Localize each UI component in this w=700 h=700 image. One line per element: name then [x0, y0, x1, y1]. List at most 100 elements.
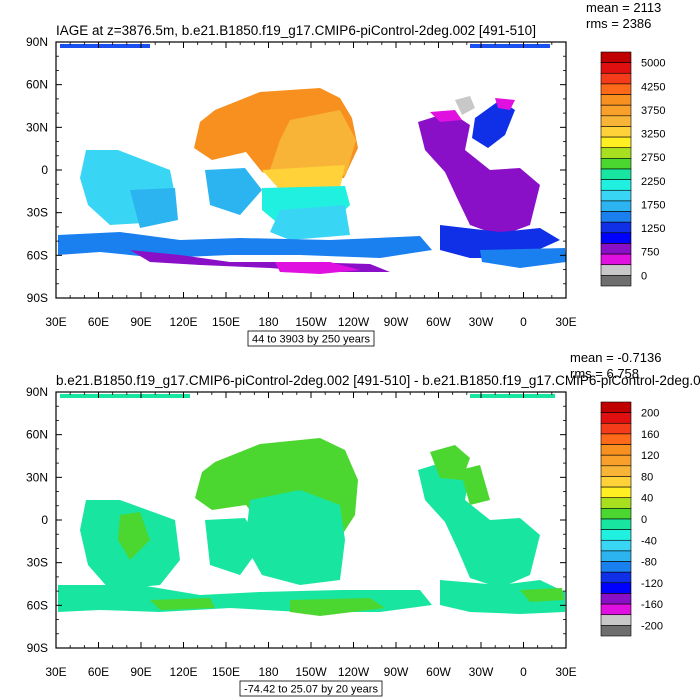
- colorbar-swatch: [600, 444, 632, 456]
- x-tick-label: 30E: [555, 315, 576, 329]
- colorbar-swatch: [600, 625, 632, 637]
- colorbar-label: 3250: [641, 129, 665, 141]
- colorbar-swatch: [600, 115, 632, 127]
- x-tick-label: 30E: [555, 665, 576, 679]
- colorbar-label: 2750: [641, 152, 665, 164]
- panel-2-x-axis: 30E 60E 90E 120E 150E 180 150W 120W 90W 60W 30W 0 30…: [45, 392, 577, 679]
- field-patch: [470, 394, 555, 398]
- x-tick-label: 60W: [426, 315, 451, 329]
- field-patch: [480, 248, 566, 268]
- field-patch: [262, 165, 345, 190]
- field-patch: [205, 518, 262, 575]
- y-tick-label: 30S: [27, 556, 48, 570]
- colorbar-swatch: [600, 614, 632, 626]
- colorbar-swatch: [600, 433, 632, 445]
- x-tick-label: 0: [520, 665, 527, 679]
- colorbar-swatch: [600, 582, 632, 594]
- colorbar-label: -80: [641, 557, 657, 569]
- colorbar-swatch: [600, 243, 632, 255]
- field-patch: [440, 580, 565, 614]
- colorbar-swatch: [600, 94, 632, 106]
- x-tick-label: 60E: [88, 665, 109, 679]
- field-patch: [205, 168, 262, 215]
- x-tick-label: 30W: [469, 315, 494, 329]
- field-patch: [290, 598, 385, 616]
- panel-1-y-axis: 90N 60N 30N 0 30S 60S 90S: [26, 35, 566, 305]
- colorbar-label: 1750: [641, 199, 665, 211]
- panel-2-mean: mean = -0.7136: [570, 350, 661, 365]
- field-patch: [472, 100, 515, 148]
- colorbar-swatch: [600, 158, 632, 170]
- colorbar-swatch: [600, 136, 632, 149]
- panel-2-range-label: -74.42 to 25.07 by 20 years: [244, 684, 378, 696]
- x-tick-label: 30W: [469, 665, 494, 679]
- field-patch: [520, 588, 564, 602]
- colorbar-swatch: [600, 62, 632, 74]
- x-tick-label: 180: [258, 665, 278, 679]
- colorbar-label: 2250: [641, 176, 665, 188]
- colorbar-swatch: [600, 232, 632, 244]
- field-patch: [58, 232, 432, 258]
- colorbar-swatch: [600, 264, 632, 276]
- y-tick-label: 60S: [27, 248, 48, 262]
- panel-1-title: IAGE at z=3876.5m, b.e21.B1850.f19_g17.C…: [56, 23, 536, 38]
- field-patch: [418, 112, 540, 236]
- x-tick-label: 90W: [384, 315, 409, 329]
- x-tick-label: 150W: [295, 315, 327, 329]
- y-tick-label: 30N: [26, 120, 48, 134]
- field-patch: [270, 205, 350, 240]
- x-tick-label: 120E: [169, 315, 197, 329]
- x-tick-label: 150W: [295, 665, 327, 679]
- colorbar-swatch: [600, 539, 632, 552]
- colorbar-label: 120: [641, 450, 659, 462]
- field-patch: [118, 512, 150, 560]
- panel-2-title: b.e21.B1850.f19_g17.CMIP6-piControl-2deg…: [56, 373, 700, 388]
- panel-2: b.e21.B1850.f19_g17.CMIP6-piControl-2deg…: [26, 350, 700, 697]
- panel-2-range-box: [239, 680, 383, 697]
- y-tick-label: 60N: [26, 78, 48, 92]
- colorbar-swatch: [600, 126, 632, 138]
- panel-1-colorbar: 5000 4250 3750 3250 2750 2250 1750 1250 750 0: [600, 51, 665, 287]
- colorbar-swatch: [600, 550, 632, 562]
- colorbar-label: 0: [641, 270, 647, 282]
- colorbar-label: 5000: [641, 58, 665, 70]
- colorbar-swatch: [600, 497, 632, 509]
- x-tick-label: 30E: [45, 665, 66, 679]
- colorbar-label: -120: [641, 578, 663, 590]
- panel-1-range-box: [247, 330, 375, 347]
- colorbar-label: 80: [641, 471, 653, 483]
- field-patch: [60, 44, 150, 48]
- colorbar-swatch: [600, 200, 632, 212]
- x-tick-label: 60E: [88, 315, 109, 329]
- field-patch: [430, 110, 462, 122]
- y-tick-label: 60S: [27, 598, 48, 612]
- y-tick-label: 90S: [27, 291, 48, 305]
- panel-1-range-label: 44 to 3903 by 250 years: [252, 334, 371, 346]
- x-tick-label: 180: [258, 315, 278, 329]
- y-tick-label: 30S: [27, 206, 48, 220]
- field-patch: [275, 262, 360, 274]
- x-tick-label: 150E: [212, 315, 240, 329]
- colorbar-swatch: [600, 168, 632, 180]
- y-tick-label: 30N: [26, 470, 48, 484]
- colorbar-label: -200: [641, 620, 663, 632]
- colorbar-swatch: [600, 72, 632, 85]
- panel-2-y-axis: 90N 60N 30N 0 30S 60S 90S: [26, 385, 566, 655]
- field-patch: [150, 598, 215, 610]
- colorbar-label: 750: [641, 247, 659, 259]
- colorbar-swatch: [600, 275, 632, 287]
- panel-1-x-axis: 30E 60E 90E 120E 150E 180 150W 120W 90W 60W 30W 0 30…: [45, 42, 577, 329]
- colorbar-swatch: [600, 401, 632, 413]
- colorbar-swatch: [600, 486, 632, 499]
- y-tick-label: 0: [41, 163, 48, 177]
- panel-1-mean: mean = 2113: [586, 0, 661, 15]
- colorbar-label: 200: [641, 408, 659, 420]
- y-tick-label: 60N: [26, 428, 48, 442]
- field-patch: [60, 394, 190, 398]
- field-patch: [430, 445, 470, 480]
- y-tick-label: 90N: [26, 385, 48, 399]
- field-patch: [495, 98, 515, 110]
- panel-1-map-field: [58, 44, 566, 274]
- colorbar-swatch: [600, 104, 632, 117]
- colorbar-label: 3750: [641, 105, 665, 117]
